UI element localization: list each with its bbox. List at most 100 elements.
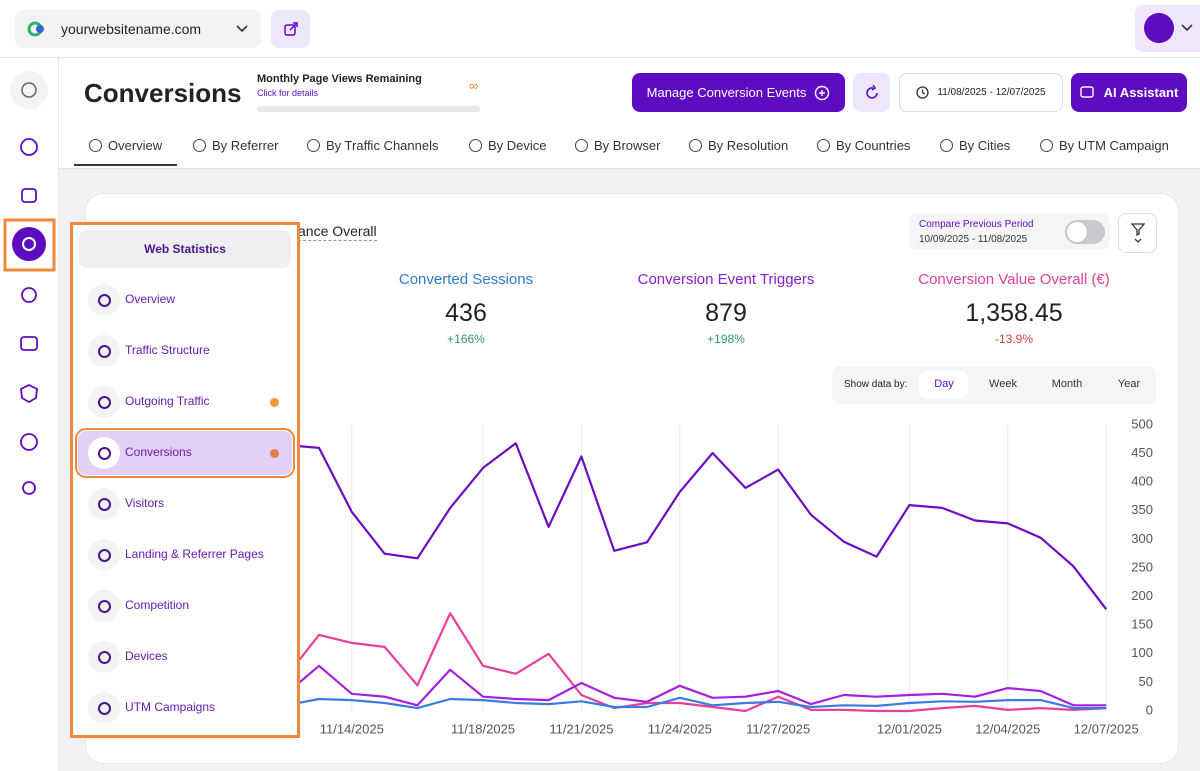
menu-icon — [88, 335, 120, 367]
tab[interactable]: By Browser — [594, 138, 661, 153]
tab-icon — [1040, 139, 1053, 152]
tab-icon — [940, 139, 953, 152]
menu-icon — [88, 539, 120, 571]
menu-label: Overview — [125, 292, 176, 306]
kpi-change: +166% — [447, 332, 485, 346]
kpi-label: Converted Sessions — [398, 271, 534, 288]
tab-icon — [469, 139, 482, 152]
quota-label: Monthly Page Views Remaining — [257, 73, 422, 85]
filter-button[interactable] — [1118, 213, 1157, 253]
kpi-change: -13.9% — [994, 332, 1034, 346]
menu-icon — [88, 284, 120, 316]
filter-icon — [1130, 223, 1145, 243]
menu-label: UTM Campaigns — [125, 700, 216, 714]
chat-icon — [1079, 85, 1094, 98]
menu-item[interactable]: Visitors — [78, 482, 292, 526]
tab-icon — [193, 139, 206, 152]
chevron — [236, 25, 248, 33]
tab-icon — [817, 139, 830, 152]
sidebar-icons — [3, 71, 56, 495]
quota-value: ∞ — [469, 78, 479, 93]
period-option[interactable]: Day — [934, 378, 954, 390]
menu-label: Competition — [125, 598, 190, 612]
ai-button[interactable]: AI Assistant — [1071, 73, 1187, 112]
menu-label: Landing & Referrer Pages — [125, 547, 264, 561]
menu-item[interactable]: UTM Campaigns — [78, 686, 292, 730]
manage-text: Manage Conversion Events — [646, 85, 807, 100]
refresh-icon — [865, 84, 878, 99]
quota-link[interactable]: Click for details — [257, 88, 319, 98]
tab[interactable]: Overview — [108, 138, 163, 153]
status-dot — [270, 398, 279, 407]
ai-text: AI Assistant — [1103, 85, 1179, 100]
kpi-value: 436 — [445, 299, 487, 327]
clock-icon — [916, 86, 930, 99]
menu-icon — [88, 386, 120, 418]
menu-item[interactable]: Competition — [78, 584, 292, 628]
compare-box: Compare Previous Period 10/09/2025 - 11/… — [909, 213, 1110, 250]
period-option[interactable]: Year — [1117, 378, 1141, 390]
tab-underline — [74, 164, 177, 166]
tab[interactable]: By Device — [488, 138, 547, 153]
site-name: yourwebsitename.com — [61, 21, 202, 37]
kpi-change: +198% — [707, 332, 745, 346]
tab-icon — [689, 139, 702, 152]
status-dot — [270, 449, 279, 458]
menu-item[interactable]: Overview — [78, 278, 292, 322]
show-by-label: Show data by: — [844, 379, 908, 390]
period-box: Show data by: — [832, 366, 1156, 404]
menu-item[interactable]: Landing & Referrer Pages — [78, 533, 292, 577]
menu-label: Visitors — [125, 496, 165, 510]
period-active — [919, 371, 968, 399]
manage-button[interactable]: Manage Conversion Events — [632, 73, 845, 112]
menu-icon — [88, 641, 120, 673]
menu-label: Traffic Structure — [125, 343, 210, 357]
menu-item[interactable]: Conversions — [75, 428, 295, 478]
kpi-label: Conversion Event Triggers — [637, 271, 815, 288]
site-selector[interactable]: yourwebsitename.com — [15, 10, 261, 48]
compare-range: 10/09/2025 - 11/08/2025 — [919, 234, 1028, 245]
page-title: Conversions — [84, 78, 242, 108]
plus-icon — [815, 85, 830, 100]
tab[interactable]: By Traffic Channels — [326, 138, 439, 153]
tab[interactable]: By Countries — [836, 138, 911, 153]
period-option[interactable]: Week — [989, 378, 1017, 390]
menu-item[interactable]: Devices — [78, 635, 292, 679]
compare-label: Compare Previous Period — [919, 219, 1034, 230]
navigation-menu: Web Statistics Overview Traffic Structure… — [70, 222, 300, 738]
quota-bar — [257, 106, 480, 112]
tab[interactable]: By UTM Campaign — [1059, 138, 1169, 153]
account-menu[interactable] — [1135, 5, 1200, 52]
sidebar — [0, 58, 59, 771]
menu-icon — [88, 437, 120, 469]
tab-icon — [89, 139, 102, 152]
refresh-button[interactable] — [853, 73, 890, 112]
period-option[interactable]: Month — [1051, 378, 1083, 390]
page-header: Conversions Monthly Page Views Remaining… — [59, 58, 1200, 169]
menu-label: Conversions — [125, 445, 192, 459]
date-range: 11/08/2025 - 12/07/2025 — [937, 87, 1046, 98]
kpi-value: 879 — [705, 299, 747, 327]
card-title: ance Overall — [298, 223, 377, 241]
menu-label: Outgoing Traffic — [125, 394, 210, 408]
external-link[interactable] — [271, 10, 310, 48]
link-icon — [283, 22, 298, 36]
top-bar: yourwebsitename.com — [0, 0, 1200, 58]
toggle[interactable] — [1065, 220, 1105, 244]
tab[interactable]: By Cities — [959, 138, 1011, 153]
date-picker[interactable]: 11/08/2025 - 12/07/2025 — [899, 73, 1063, 112]
menu-icon — [88, 692, 120, 724]
menu-label: Devices — [125, 649, 168, 663]
tab[interactable]: By Resolution — [708, 138, 789, 153]
menu-icon — [88, 590, 120, 622]
kpi-value: 1,358.45 — [965, 299, 1063, 327]
tab-icon — [575, 139, 588, 152]
avatar — [1144, 13, 1193, 43]
menu-icon — [88, 488, 120, 520]
menu-title: Web Statistics — [79, 230, 291, 268]
menu-item[interactable]: Outgoing Traffic — [78, 380, 292, 424]
kpi-label: Conversion Value Overall (€) — [918, 271, 1110, 288]
tab[interactable]: By Referrer — [212, 138, 279, 153]
menu-item[interactable]: Traffic Structure — [78, 329, 292, 373]
